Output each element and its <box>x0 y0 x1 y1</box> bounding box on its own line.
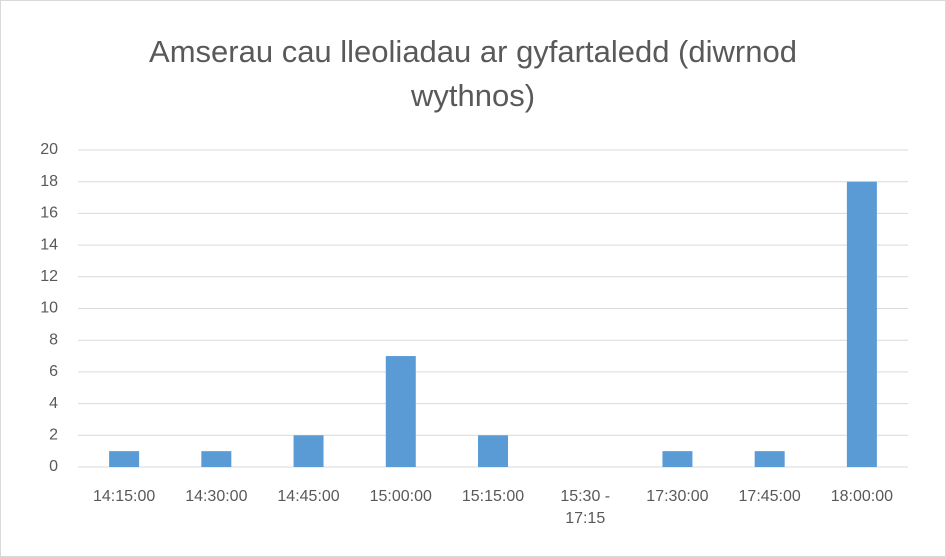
y-tick-label: 0 <box>49 458 58 475</box>
x-tick-label: 17:30:00 <box>646 488 709 505</box>
bar <box>201 451 232 467</box>
y-tick-label: 12 <box>40 268 58 285</box>
y-tick-label: 2 <box>49 427 58 444</box>
y-tick-label: 8 <box>49 331 58 348</box>
y-tick-label: 20 <box>40 141 58 158</box>
x-tick-label: 14:15:00 <box>92 488 156 505</box>
bar <box>293 435 324 467</box>
x-tick-label: 15:30 - 17:15 <box>560 488 611 527</box>
bar <box>662 451 693 467</box>
bar <box>846 181 877 467</box>
x-tick-label: 14:30:00 <box>185 488 248 505</box>
y-tick-label: 6 <box>49 363 58 380</box>
bar <box>478 435 508 467</box>
bar <box>754 451 785 467</box>
x-tick-label: 18:00:00 <box>830 488 894 505</box>
chart-title: Amserau cau lleoliadau ar gyfartaledd (d… <box>149 34 797 113</box>
y-tick-label: 4 <box>49 395 58 412</box>
x-tick-label: 15:00:00 <box>369 488 432 505</box>
x-tick-label: 15:15:00 <box>461 488 525 505</box>
x-tick-label: 14:45:00 <box>277 488 340 505</box>
y-tick-label: 14 <box>40 236 58 253</box>
bar <box>109 451 140 467</box>
x-tick-label: 17:45:00 <box>738 488 801 505</box>
bar <box>385 356 416 467</box>
y-tick-label: 18 <box>40 173 58 190</box>
y-tick-label: 10 <box>40 300 58 317</box>
y-tick-label: 16 <box>40 205 58 222</box>
